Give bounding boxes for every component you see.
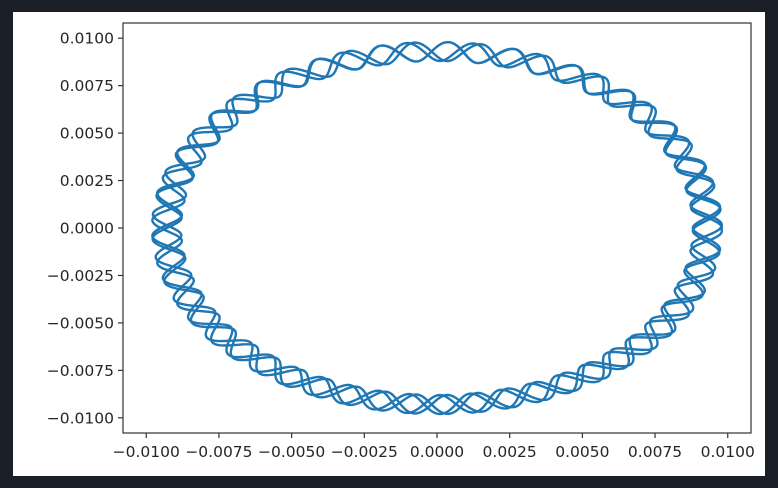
y-tick-label: −0.0075 (47, 362, 114, 380)
y-tick-label: 0.0025 (60, 172, 114, 190)
y-tick-label: 0.0075 (60, 77, 114, 95)
series-line-0 (151, 40, 724, 416)
y-tick-label: −0.0100 (47, 409, 114, 427)
y-tick-label: 0.0000 (60, 220, 114, 238)
x-tick-label: −0.0075 (185, 443, 252, 461)
x-tick-label: −0.0025 (331, 443, 398, 461)
x-tick-label: 0.0025 (483, 443, 537, 461)
x-tick-label: 0.0100 (701, 443, 755, 461)
plot-area (123, 23, 751, 433)
y-tick-label: 0.0100 (60, 30, 114, 48)
x-tick-label: −0.0050 (258, 443, 325, 461)
x-tick-label: 0.0050 (555, 443, 609, 461)
y-tick-label: 0.0050 (60, 125, 114, 143)
orbit-chart: −0.0100 −0.0075 −0.0050 −0.0025 0.0000 0.0025… (47, 22, 755, 461)
x-tick-label: −0.0100 (113, 443, 180, 461)
x-tick-label: 0.0075 (628, 443, 682, 461)
x-tick-label: 0.0000 (410, 443, 464, 461)
y-tick-label: −0.0025 (47, 267, 114, 285)
y-tick-label: −0.0050 (47, 314, 114, 332)
chart-figure: −0.0100 −0.0075 −0.0050 −0.0025 0.0000 0.0025… (13, 12, 765, 476)
